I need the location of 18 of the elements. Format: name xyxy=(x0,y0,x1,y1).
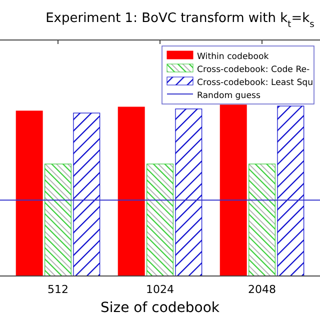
bar xyxy=(220,104,247,276)
legend-label: Random guess xyxy=(197,91,261,101)
bar xyxy=(277,106,304,276)
bar xyxy=(175,108,202,276)
x-axis-title: Size of codebook xyxy=(100,300,220,316)
bar xyxy=(248,164,276,276)
bar xyxy=(146,164,174,276)
bar xyxy=(16,110,43,276)
chart-title: Experiment 1: BoVC transform with k$_{t}$=k$_{s}$ xyxy=(46,11,315,30)
x-tick-label: 512 xyxy=(47,283,68,296)
bar xyxy=(73,112,100,276)
legend-label: Within codebook xyxy=(197,52,269,62)
x-tick-label: 2048 xyxy=(248,283,276,296)
bar xyxy=(118,106,145,276)
x-tick-label: 1024 xyxy=(146,283,174,296)
legend-label: Cross-codebook: Least Squ xyxy=(197,78,314,88)
legend-label: Cross-codebook: Code Re- xyxy=(197,65,310,75)
bar xyxy=(44,164,72,276)
